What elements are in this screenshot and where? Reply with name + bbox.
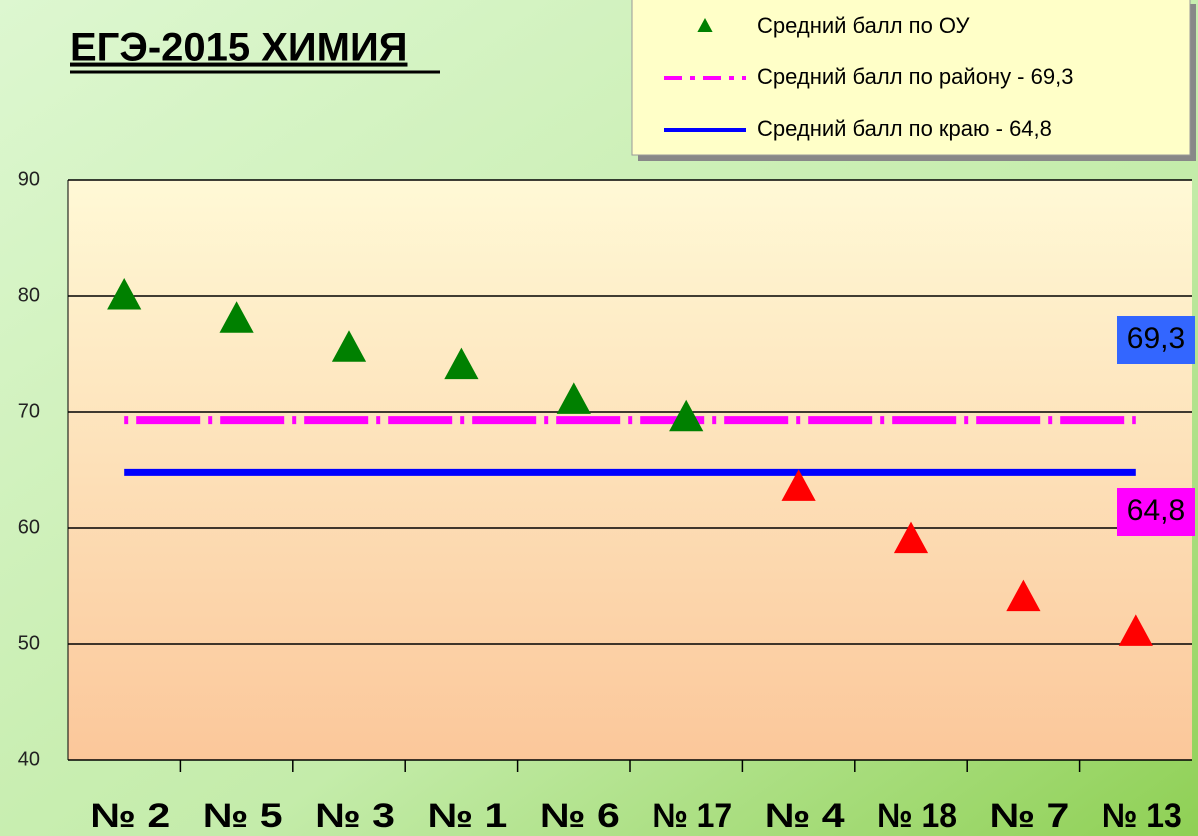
reference-label-box <box>1117 316 1195 364</box>
marker <box>669 399 704 432</box>
y-tick-label: 40 <box>18 748 40 770</box>
x-tick-label: № 1 <box>427 797 507 835</box>
marker <box>107 278 142 310</box>
y-tick-label: 70 <box>18 400 40 422</box>
marker <box>893 521 929 554</box>
marker <box>444 347 479 380</box>
x-tick-label: № 6 <box>540 797 620 835</box>
x-tick-label: № 4 <box>765 797 845 835</box>
chart-title: ЕГЭ-2015 ХИМИЯ <box>70 26 407 70</box>
legend-label: Средний балл по краю - 64,8 <box>757 116 1052 141</box>
y-tick-label: 80 <box>18 284 40 306</box>
marker <box>781 469 816 501</box>
x-tick-label: № 3 <box>315 797 395 835</box>
reference-label-box <box>1117 488 1195 536</box>
marker <box>1006 579 1041 612</box>
y-tick-label: 60 <box>18 516 40 538</box>
legend-marker <box>697 18 713 32</box>
x-tick-label: № 2 <box>90 797 170 835</box>
x-tick-label: № 5 <box>203 797 283 835</box>
marker <box>219 301 254 333</box>
marker <box>1118 614 1153 646</box>
x-tick-label: № 7 <box>989 797 1069 835</box>
marker <box>331 330 367 362</box>
legend-label: Средний балл по району - 69,3 <box>757 64 1073 89</box>
marker <box>556 382 591 414</box>
x-tick-label: № 17 <box>652 797 732 835</box>
x-tick-label: № 18 <box>877 797 957 835</box>
y-tick-label: 90 <box>18 168 40 190</box>
x-tick-label: № 13 <box>1102 797 1182 835</box>
legend-label: Средний балл по ОУ <box>757 13 971 38</box>
y-tick-label: 50 <box>18 632 40 654</box>
reference-label: 69,3 <box>1127 322 1185 355</box>
reference-label: 64,8 <box>1127 494 1185 527</box>
